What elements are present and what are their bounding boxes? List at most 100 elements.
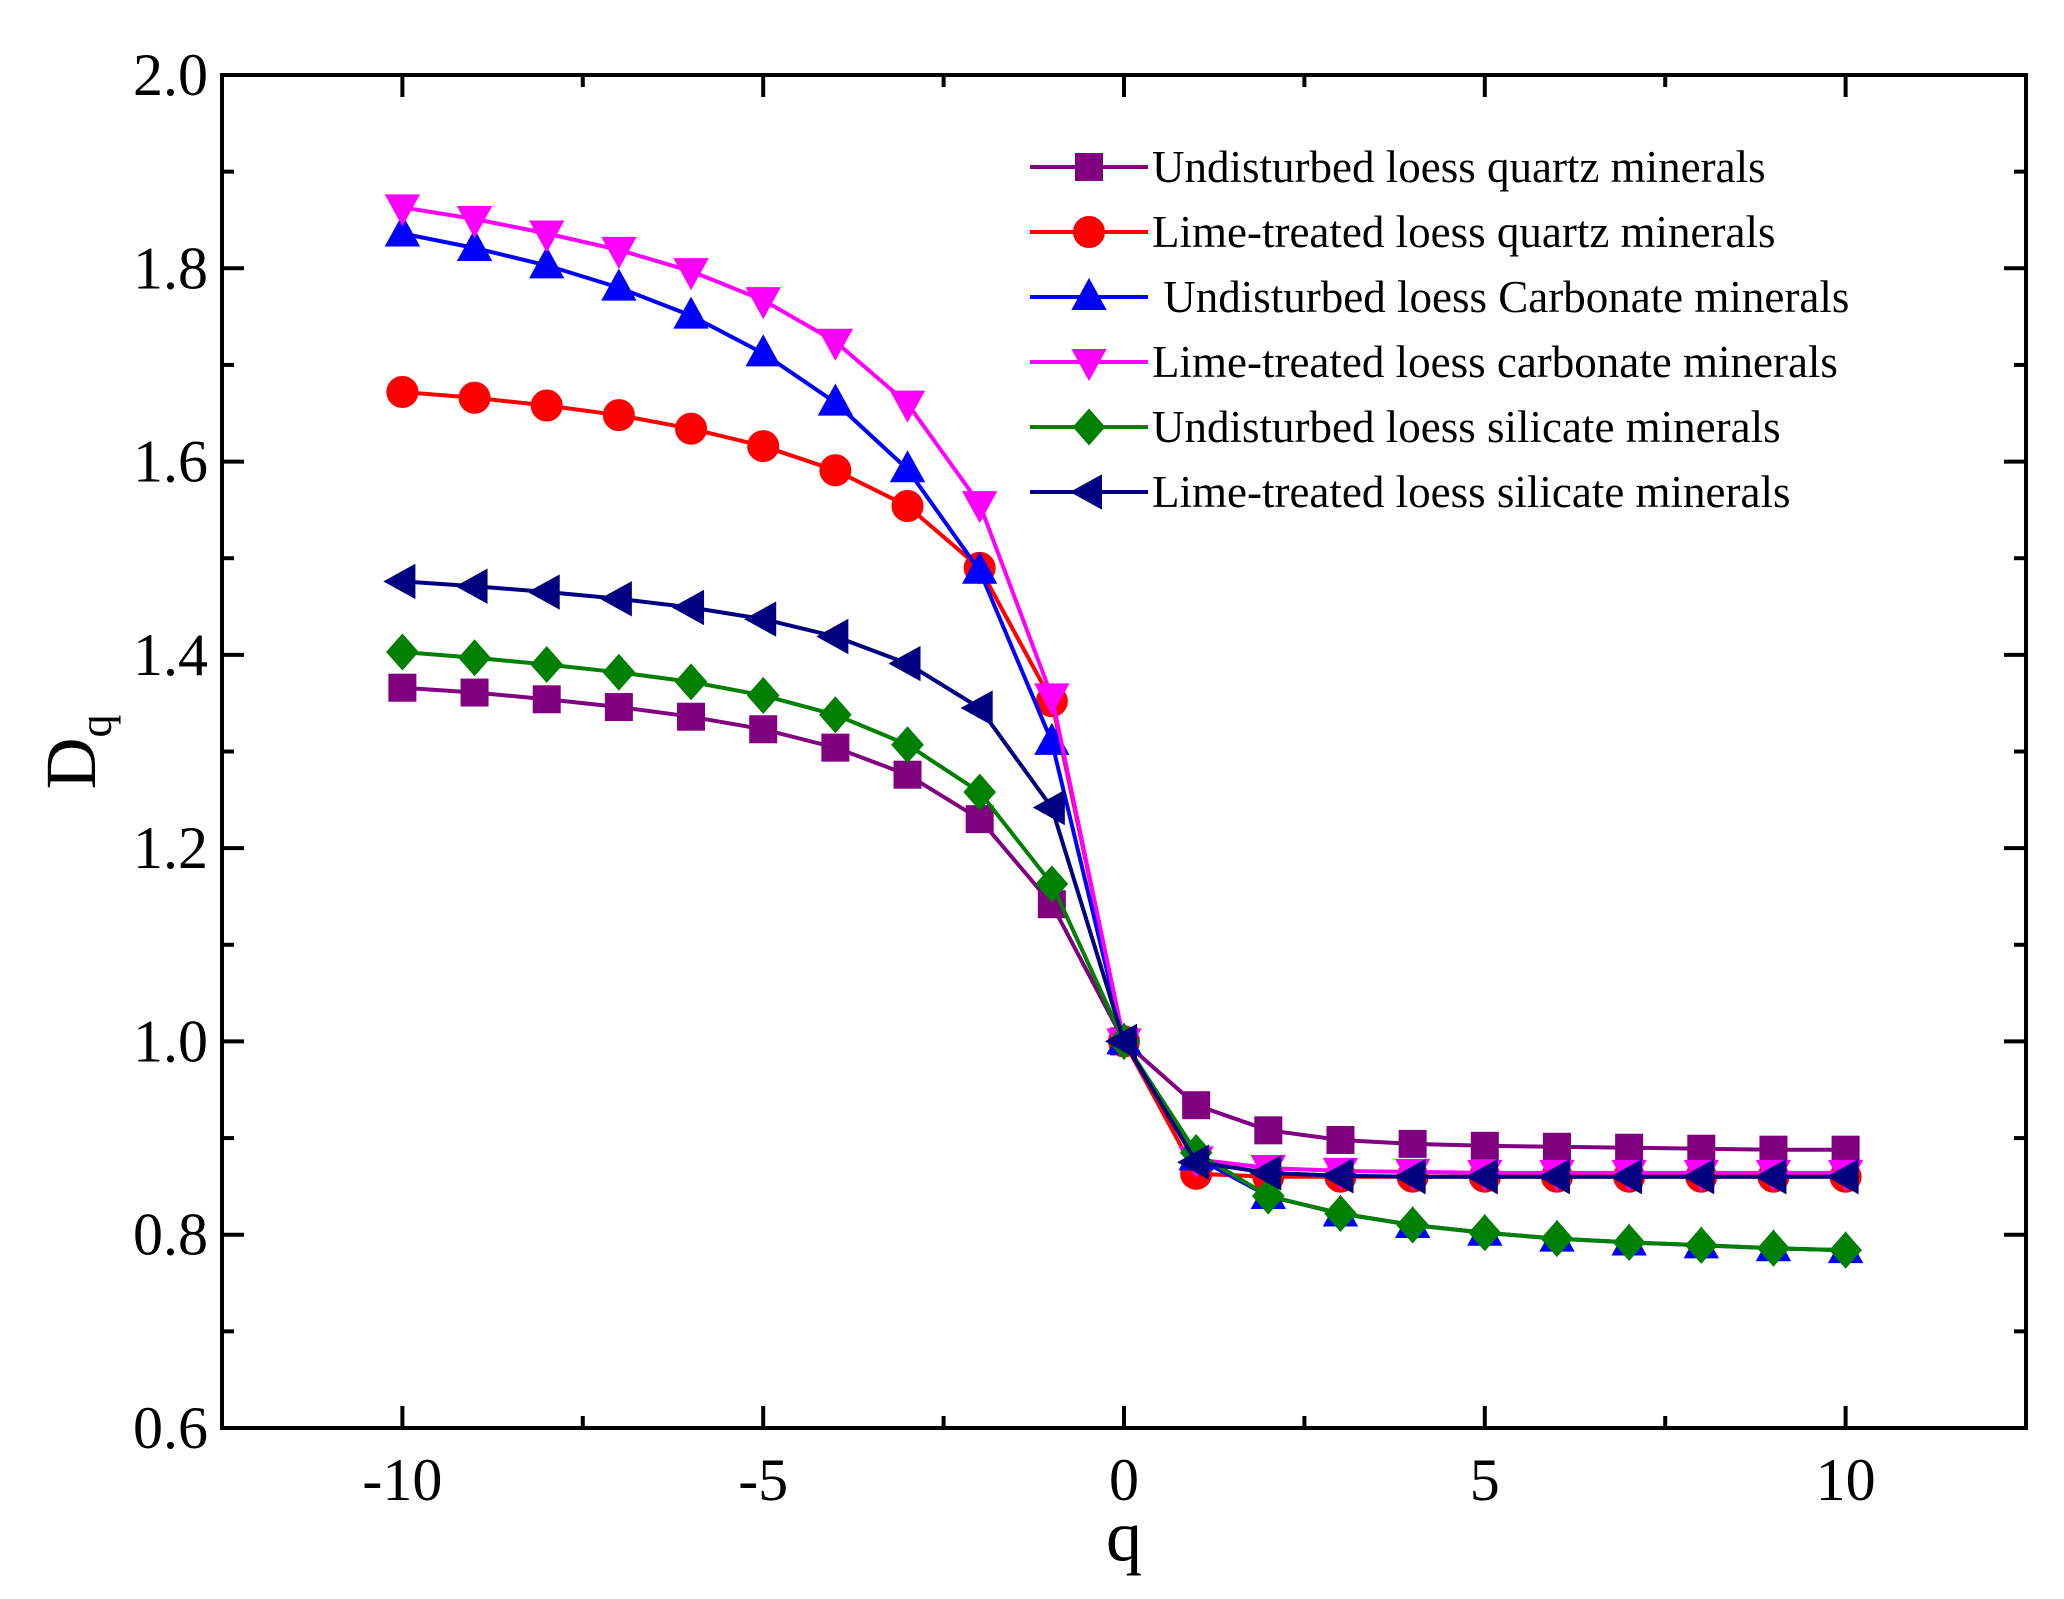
data-point	[819, 696, 852, 734]
series-line	[402, 685, 1846, 1152]
x-tick-label: 10	[1816, 1447, 1876, 1513]
legend-marker	[1073, 216, 1105, 248]
series-1	[388, 673, 1860, 1164]
data-point	[891, 490, 924, 523]
data-point	[1177, 1144, 1210, 1180]
data-point	[1249, 1155, 1282, 1191]
data-point	[745, 334, 781, 367]
data-point	[675, 412, 708, 445]
data-point	[1254, 1116, 1283, 1145]
data-point	[1610, 1159, 1643, 1195]
data-point	[1684, 1226, 1718, 1264]
data-point	[1465, 1159, 1498, 1195]
data-point	[1182, 1091, 1211, 1120]
data-point	[889, 390, 926, 423]
data-point	[817, 383, 854, 416]
data-point	[602, 399, 635, 432]
data-point	[1393, 1159, 1426, 1195]
data-point	[1612, 1223, 1646, 1261]
data-point	[1537, 1159, 1570, 1195]
y-tick-label: 1.2	[133, 815, 208, 881]
axis-ticks: -10 -5 0 5 10 0.6 0.8 1.0 1.2 1.4 1.6 1.8 2.0	[133, 42, 2028, 1513]
legend-item: Lime-treated loess quartz minerals	[1030, 207, 1776, 257]
legend-marker	[1071, 349, 1107, 382]
data-point	[529, 246, 565, 279]
x-tick-label: -10	[362, 1447, 442, 1513]
data-point	[1032, 789, 1065, 826]
data-point	[1540, 1220, 1574, 1258]
legend-item: Lime-treated loess silicate minerals	[1030, 467, 1791, 517]
y-tick-label: 1.0	[133, 1008, 208, 1074]
data-point	[961, 551, 998, 584]
legend-marker	[1071, 277, 1107, 310]
y-tick-label: 0.8	[133, 1202, 208, 1268]
data-point	[889, 450, 926, 483]
data-point	[530, 389, 563, 422]
data-point	[388, 673, 417, 702]
data-point	[386, 375, 419, 408]
x-tick-label: 0	[1109, 1447, 1139, 1513]
y-tick-label: 1.8	[133, 235, 208, 301]
data-point	[386, 633, 419, 671]
data-point	[888, 645, 921, 682]
series-layer	[383, 194, 1864, 1269]
data-point	[456, 205, 493, 239]
legend-marker	[1072, 408, 1106, 446]
data-point	[963, 773, 997, 811]
legend-label: Lime-treated loess quartz minerals	[1152, 207, 1776, 257]
data-point	[384, 214, 421, 247]
y-tick-label: 0.6	[133, 1395, 208, 1461]
data-point	[744, 601, 777, 637]
data-point	[1831, 1135, 1860, 1164]
data-point	[530, 646, 564, 684]
legend-item: Undisturbed loess Carbonate minerals	[1030, 272, 1849, 322]
data-point	[673, 296, 709, 329]
x-tick-label: 5	[1470, 1447, 1500, 1513]
data-point	[1104, 1023, 1137, 1060]
data-point	[456, 228, 493, 261]
legend-item: Undisturbed loess quartz minerals	[1030, 142, 1766, 192]
data-point	[671, 589, 705, 626]
data-point	[1470, 1131, 1499, 1160]
data-point	[1326, 1126, 1355, 1155]
y-axis-title-main: D	[31, 738, 111, 790]
data-point	[817, 328, 854, 361]
data-point	[1321, 1158, 1354, 1194]
data-point	[1396, 1206, 1429, 1244]
data-point	[455, 568, 488, 604]
data-point	[1682, 1159, 1715, 1195]
data-point	[1034, 683, 1070, 716]
data-point	[604, 693, 633, 722]
data-point	[1035, 865, 1069, 903]
data-point	[674, 663, 708, 701]
data-point	[1829, 1231, 1862, 1269]
data-point	[1468, 1214, 1502, 1252]
data-point	[602, 653, 636, 691]
data-point	[527, 574, 560, 610]
legend: Undisturbed loess quartz minerals Lime-tr…	[1030, 142, 1849, 517]
data-point	[1826, 1159, 1859, 1195]
data-point	[747, 430, 780, 463]
legend-label: Lime-treated loess silicate minerals	[1152, 467, 1791, 517]
data-point	[1615, 1133, 1644, 1162]
legend-label: Undisturbed loess Carbonate minerals	[1152, 272, 1849, 322]
data-point	[746, 676, 780, 714]
legend-item: Lime-treated loess carbonate minerals	[1030, 337, 1838, 387]
series-6	[383, 563, 1859, 1195]
legend-label: Lime-treated loess carbonate minerals	[1152, 337, 1838, 387]
data-point	[384, 194, 421, 227]
x-tick-label: -5	[738, 1447, 788, 1513]
data-point	[383, 563, 416, 600]
legend-label: Undisturbed loess quartz minerals	[1152, 142, 1766, 192]
data-point	[532, 685, 561, 714]
series-5	[386, 633, 1862, 1269]
data-point	[1324, 1194, 1357, 1232]
legend-item: Undisturbed loess silicate minerals	[1030, 402, 1781, 452]
y-tick-label: 1.6	[133, 429, 208, 495]
data-point	[816, 618, 849, 655]
y-tick-label: 2.0	[133, 42, 208, 108]
data-point	[1757, 1229, 1790, 1267]
data-point	[1542, 1132, 1571, 1161]
data-point	[460, 678, 489, 707]
